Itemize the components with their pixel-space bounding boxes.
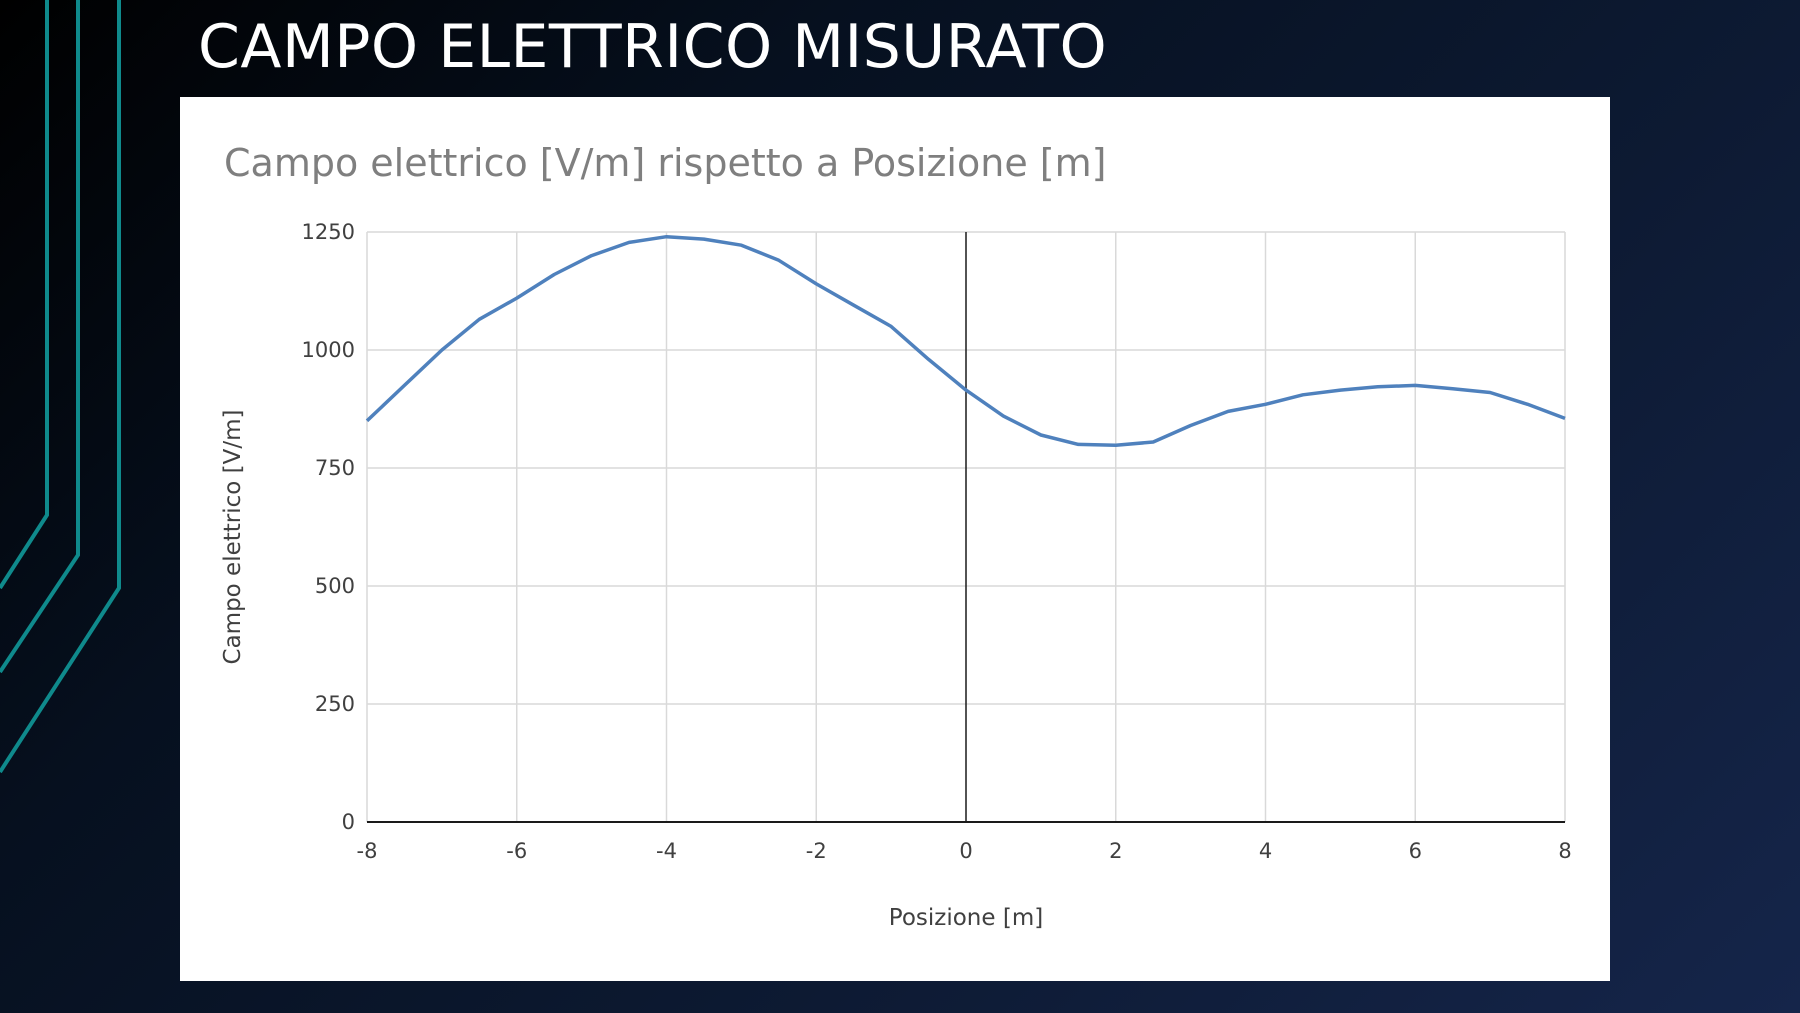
chart-title: Campo elettrico [V/m] rispetto a Posizio… — [224, 141, 1106, 185]
y-tick-label: 0 — [342, 810, 355, 834]
tick-labels: 0 250 500 750 1000 1250 -8 -6 -4 -2 0 2 4 6 8 — [302, 220, 1572, 863]
y-axis-title: Campo elettrico [V/m] — [220, 410, 246, 665]
chart: Campo elettrico [V/m] rispetto a Posizio… — [220, 141, 1572, 931]
chart-panel: Campo elettrico [V/m] rispetto a Posizio… — [180, 97, 1610, 981]
axes — [367, 232, 1565, 823]
x-tick-label: -4 — [656, 839, 677, 863]
x-tick-label: 6 — [1409, 839, 1422, 863]
y-tick-label: 750 — [315, 456, 355, 480]
x-tick-label: 0 — [959, 839, 972, 863]
slide-title: CAMPO ELETTRICO MISURATO — [198, 12, 1108, 82]
x-tick-label: 4 — [1259, 839, 1272, 863]
x-tick-label: -6 — [506, 839, 527, 863]
x-tick-label: 2 — [1109, 839, 1122, 863]
x-tick-label: 8 — [1558, 839, 1571, 863]
y-tick-label: 250 — [315, 692, 355, 716]
decor-line-2 — [0, 0, 80, 674]
decor-line-1 — [0, 0, 49, 590]
y-tick-label: 500 — [315, 574, 355, 598]
x-tick-label: -8 — [357, 839, 378, 863]
y-tick-label: 1250 — [302, 220, 355, 244]
y-tick-label: 1000 — [302, 338, 355, 362]
x-tick-label: -2 — [806, 839, 827, 863]
decor-line-3 — [0, 0, 121, 774]
series-line — [365, 234, 1566, 448]
x-axis-title: Posizione [m] — [889, 905, 1043, 931]
